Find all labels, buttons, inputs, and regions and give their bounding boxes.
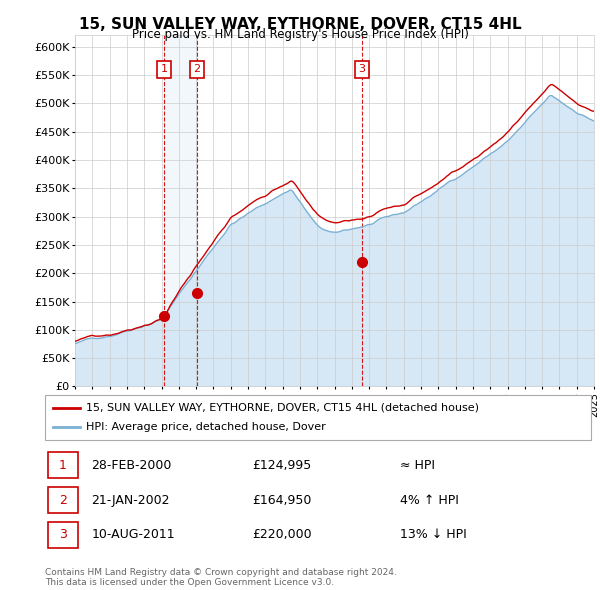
Text: 28-FEB-2000: 28-FEB-2000	[91, 458, 172, 471]
Text: 1: 1	[161, 64, 167, 74]
FancyBboxPatch shape	[48, 487, 78, 513]
Text: ≈ HPI: ≈ HPI	[400, 458, 435, 471]
FancyBboxPatch shape	[45, 395, 591, 440]
Text: 2: 2	[193, 64, 200, 74]
Text: 21-JAN-2002: 21-JAN-2002	[91, 493, 170, 507]
Text: 13% ↓ HPI: 13% ↓ HPI	[400, 529, 467, 542]
Text: £220,000: £220,000	[253, 529, 312, 542]
Text: 10-AUG-2011: 10-AUG-2011	[91, 529, 175, 542]
Text: 3: 3	[59, 529, 67, 542]
FancyBboxPatch shape	[48, 522, 78, 548]
Text: £164,950: £164,950	[253, 493, 312, 507]
FancyBboxPatch shape	[48, 452, 78, 478]
Text: Contains HM Land Registry data © Crown copyright and database right 2024.
This d: Contains HM Land Registry data © Crown c…	[45, 568, 397, 587]
Text: 15, SUN VALLEY WAY, EYTHORNE, DOVER, CT15 4HL (detached house): 15, SUN VALLEY WAY, EYTHORNE, DOVER, CT1…	[86, 403, 479, 412]
Text: 2: 2	[59, 493, 67, 507]
Text: 15, SUN VALLEY WAY, EYTHORNE, DOVER, CT15 4HL: 15, SUN VALLEY WAY, EYTHORNE, DOVER, CT1…	[79, 17, 521, 31]
Text: 4% ↑ HPI: 4% ↑ HPI	[400, 493, 459, 507]
Text: HPI: Average price, detached house, Dover: HPI: Average price, detached house, Dove…	[86, 422, 326, 432]
Bar	[164, 35, 197, 386]
Text: Price paid vs. HM Land Registry's House Price Index (HPI): Price paid vs. HM Land Registry's House …	[131, 28, 469, 41]
Text: 3: 3	[359, 64, 365, 74]
Text: £124,995: £124,995	[253, 458, 312, 471]
Text: 1: 1	[59, 458, 67, 471]
